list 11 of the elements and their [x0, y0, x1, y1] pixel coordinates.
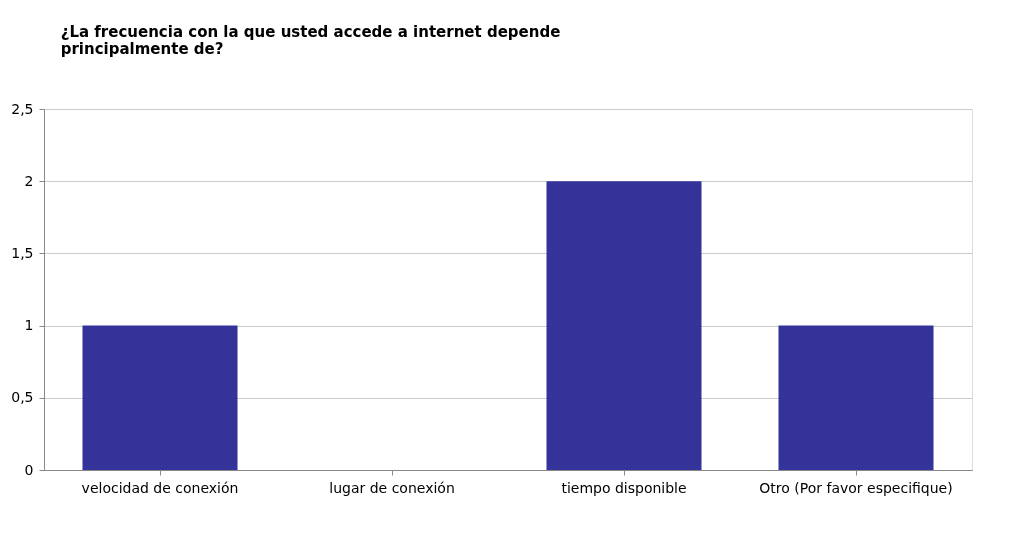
y-tick-label: 1,5 [11, 244, 34, 261]
x-tick-label: Otro (Por favor especifique) [759, 479, 953, 496]
y-tick-label: 1 [24, 317, 34, 334]
x-tick-label: velocidad de conexión [81, 479, 239, 496]
y-tick-label: 2 [24, 172, 34, 189]
y-tick-label: 0 [24, 461, 34, 478]
y-tick-label: 0,5 [11, 389, 34, 406]
chart-title: ¿La frecuencia con la que usted accede a internet depende principalmente de? [60, 23, 561, 58]
y-tick-label: 2,5 [11, 100, 34, 117]
x-tick-label: lugar de conexión [329, 479, 455, 496]
x-tick-label: tiempo disponible [561, 479, 687, 496]
